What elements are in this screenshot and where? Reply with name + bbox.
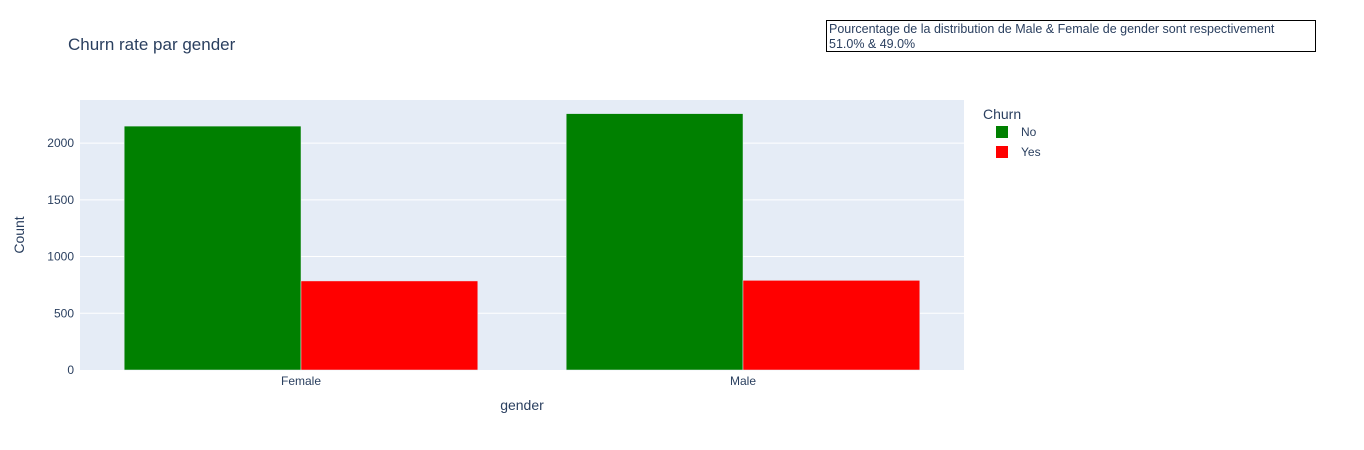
distribution-annotation: Pourcentage de la distribution de Male &… xyxy=(826,20,1316,52)
legend-title: Churn xyxy=(983,106,1021,122)
bars-group xyxy=(123,113,921,371)
y-tick-label: 2000 xyxy=(47,136,74,150)
y-axis-ticks: 0 500 1000 1500 2000 xyxy=(47,136,74,377)
x-tick-label: Female xyxy=(281,374,321,388)
x-axis-label: gender xyxy=(500,397,544,413)
bar-yes-female xyxy=(300,280,479,371)
chart-title: Churn rate par gender xyxy=(68,35,236,54)
bar-yes-male xyxy=(742,280,921,371)
y-axis-label: Count xyxy=(11,216,27,253)
annotation-line-1: Pourcentage de la distribution de Male &… xyxy=(829,22,1275,36)
legend-swatch-no xyxy=(996,126,1008,138)
y-tick-label: 0 xyxy=(67,363,74,377)
bar-no-female xyxy=(123,125,302,371)
y-tick-label: 500 xyxy=(54,306,74,320)
y-tick-label: 1500 xyxy=(47,193,74,207)
legend-swatch-yes xyxy=(996,146,1008,158)
legend-label-no: No xyxy=(1021,125,1037,139)
legend-label-yes: Yes xyxy=(1021,145,1041,159)
bar-no-male xyxy=(565,113,744,371)
x-axis-ticks: Female Male xyxy=(281,374,756,388)
annotation-line-2: 51.0% & 49.0% xyxy=(829,37,916,51)
y-tick-label: 1000 xyxy=(47,250,74,264)
legend[interactable]: No Yes xyxy=(996,125,1041,159)
x-tick-label: Male xyxy=(730,374,756,388)
